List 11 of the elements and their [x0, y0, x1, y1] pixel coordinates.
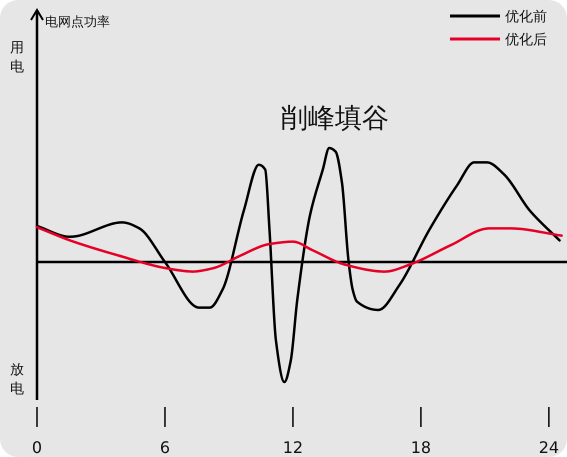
legend-label: 优化前	[505, 9, 547, 25]
x-tick-label: 24	[538, 438, 560, 457]
text: 放电	[10, 362, 24, 397]
x-tick-label: 6	[160, 438, 170, 457]
x-tick-label: 0	[32, 438, 42, 457]
text: 电网点功率	[45, 14, 110, 30]
chart-title: 削峰填谷	[281, 103, 389, 134]
legend-label: 优化后	[505, 32, 547, 48]
text: 用电	[10, 40, 24, 75]
x-tick-label: 12	[282, 438, 304, 457]
x-tick-label: 18	[410, 438, 432, 457]
